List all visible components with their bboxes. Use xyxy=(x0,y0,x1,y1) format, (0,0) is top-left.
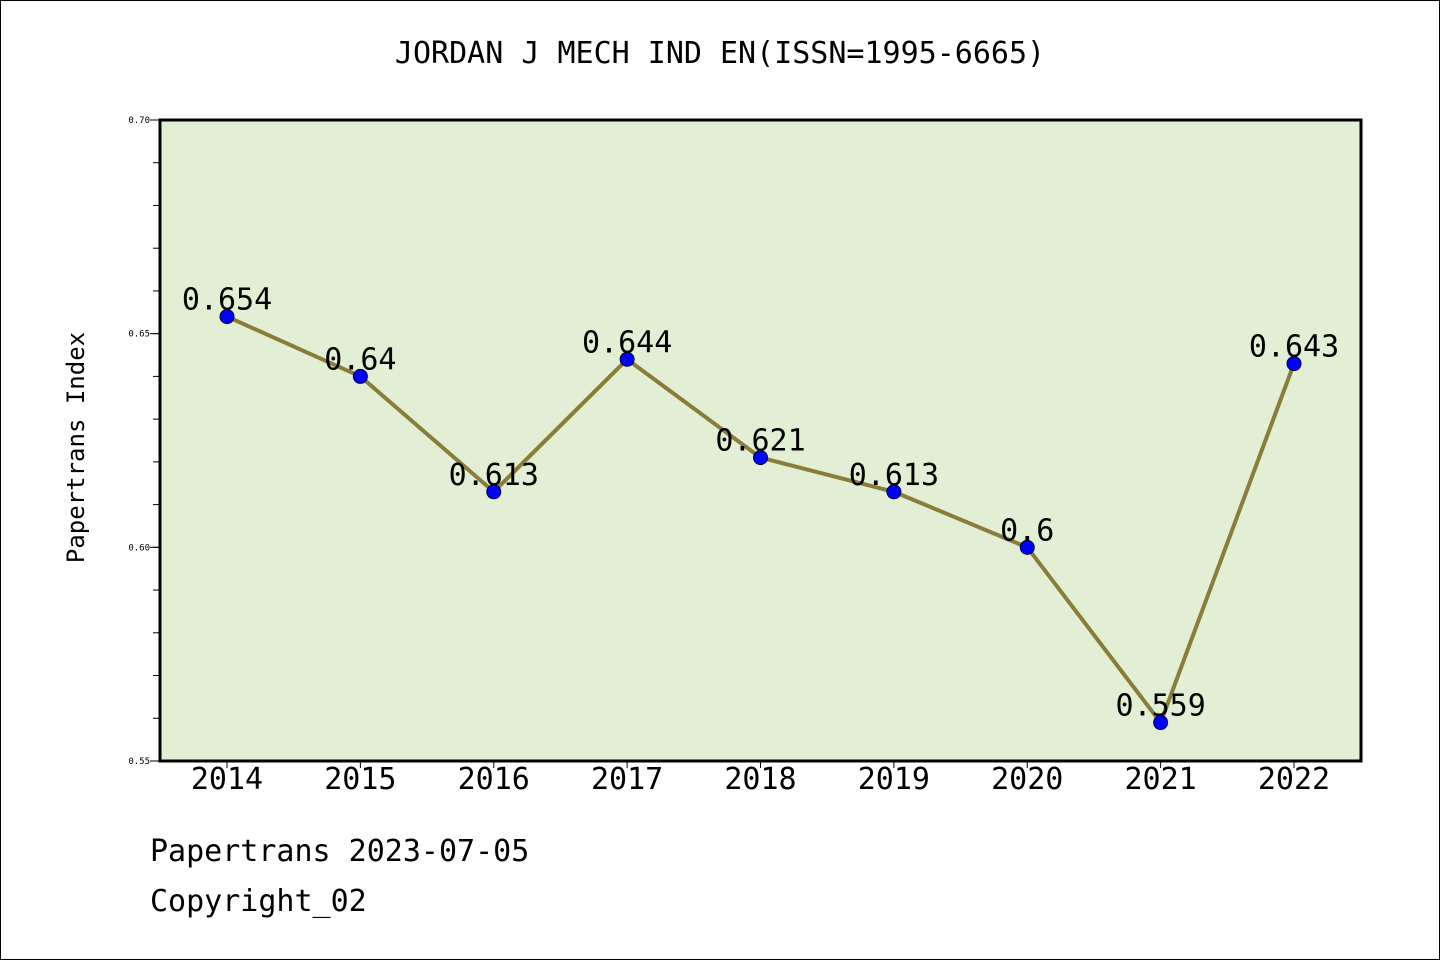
data-point xyxy=(753,450,768,466)
chart-title: JORDAN J MECH IND EN(ISSN=1995-6665) xyxy=(394,36,1046,71)
data-label: 0.654 xyxy=(182,283,272,318)
data-label: 0.621 xyxy=(715,424,805,459)
plot-border xyxy=(158,118,1363,763)
data-point xyxy=(1153,715,1169,731)
footer-copyright: Copyright_02 xyxy=(150,884,367,919)
y-tick-label: 0.60 xyxy=(128,543,150,553)
x-tick-label: 2020 xyxy=(991,762,1063,797)
data-point xyxy=(619,351,635,367)
x-tick-label: 2017 xyxy=(591,762,663,797)
data-point xyxy=(1019,539,1035,555)
x-tick-label: 2022 xyxy=(1258,762,1330,797)
plot-background xyxy=(160,120,1361,761)
data-label: 0.559 xyxy=(1115,689,1205,724)
x-tick-label: 2021 xyxy=(1125,762,1197,797)
x-tick-label: 2018 xyxy=(724,762,796,797)
data-label: 0.6 xyxy=(1000,513,1054,548)
data-label: 0.644 xyxy=(582,325,672,360)
data-point xyxy=(886,484,902,500)
x-tick-label: 2015 xyxy=(324,762,396,797)
y-tick-label: 0.65 xyxy=(128,330,150,340)
data-label: 0.64 xyxy=(324,342,396,377)
data-point xyxy=(219,309,235,325)
y-tick-label: 0.55 xyxy=(128,757,150,767)
data-point xyxy=(352,368,368,384)
x-tick-label: 2016 xyxy=(458,762,530,797)
data-point xyxy=(486,484,502,500)
footer-date: Papertrans 2023-07-05 xyxy=(150,834,530,869)
x-tick-label: 2014 xyxy=(191,762,263,797)
x-tick-label: 2019 xyxy=(858,762,930,797)
data-point xyxy=(1286,356,1302,372)
data-label: 0.613 xyxy=(849,458,939,493)
data-label: 0.613 xyxy=(449,458,539,493)
data-label: 0.643 xyxy=(1249,330,1339,365)
y-tick-label: 0.70 xyxy=(128,116,150,126)
y-axis-label: Papertrans Index xyxy=(62,332,90,563)
